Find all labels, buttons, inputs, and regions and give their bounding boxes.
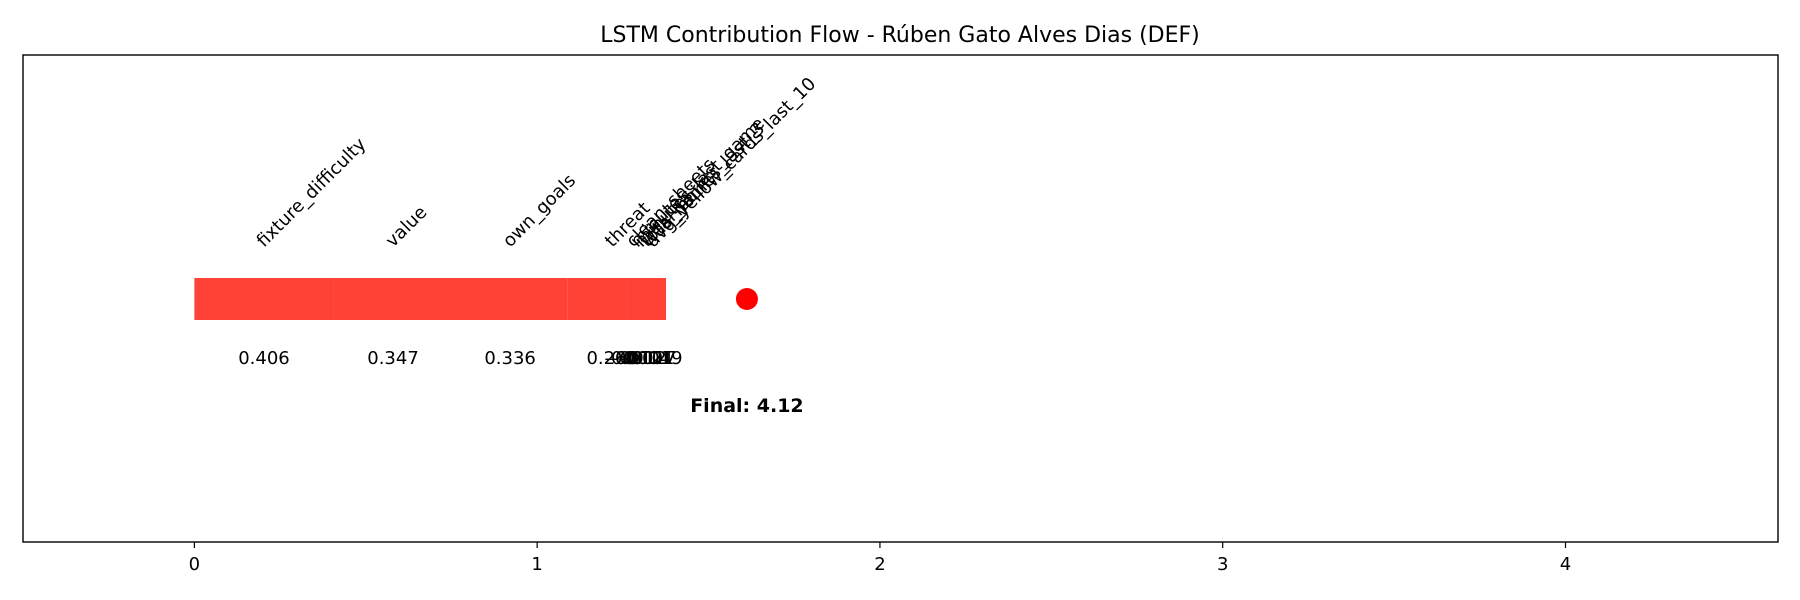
x-tick-label: 0	[189, 554, 200, 575]
value-label: 0.347	[367, 348, 419, 369]
value-label: 0.260	[586, 348, 638, 369]
x-tick-label: 1	[531, 554, 542, 575]
final-marker	[735, 288, 758, 310]
x-tick-label: 2	[874, 554, 885, 575]
bar-segments	[194, 278, 667, 320]
chart-title: LSTM Contribution Flow - Rúben Gato Alve…	[600, 23, 1199, 48]
value-labels: 0.406 0.347 0.336 0.260-0.019-0.017-0.014-0…	[238, 348, 682, 369]
bar-segment-value	[333, 278, 453, 320]
x-axis-ticks: 0 1 2 3 4	[189, 542, 1571, 575]
value-label: -0.012	[604, 348, 662, 369]
value-label: -0.012	[609, 348, 667, 369]
feature-label: value	[382, 202, 432, 252]
value-label: 0.101	[623, 348, 675, 369]
bar-segment-was-home	[631, 278, 667, 320]
final-label: Final: 4.12	[690, 395, 803, 417]
value-label: -0.019	[625, 348, 683, 369]
bar-segment-own-goals	[452, 278, 568, 320]
feature-labels: fixture_difficulty value own_goals threatav…	[253, 74, 821, 252]
x-tick-label: 4	[1560, 554, 1571, 575]
value-label: -0.014	[613, 348, 671, 369]
plot-frame	[22, 54, 1779, 543]
x-tick-label: 3	[1217, 554, 1228, 575]
feature-label: own_goals	[499, 170, 580, 251]
value-label: 0.406	[238, 348, 290, 369]
bar-segment-fixture-difficulty	[194, 278, 334, 320]
feature-label: fixture_difficulty	[253, 134, 371, 252]
value-label: -0.017	[618, 348, 676, 369]
value-label: 0.336	[484, 348, 536, 369]
